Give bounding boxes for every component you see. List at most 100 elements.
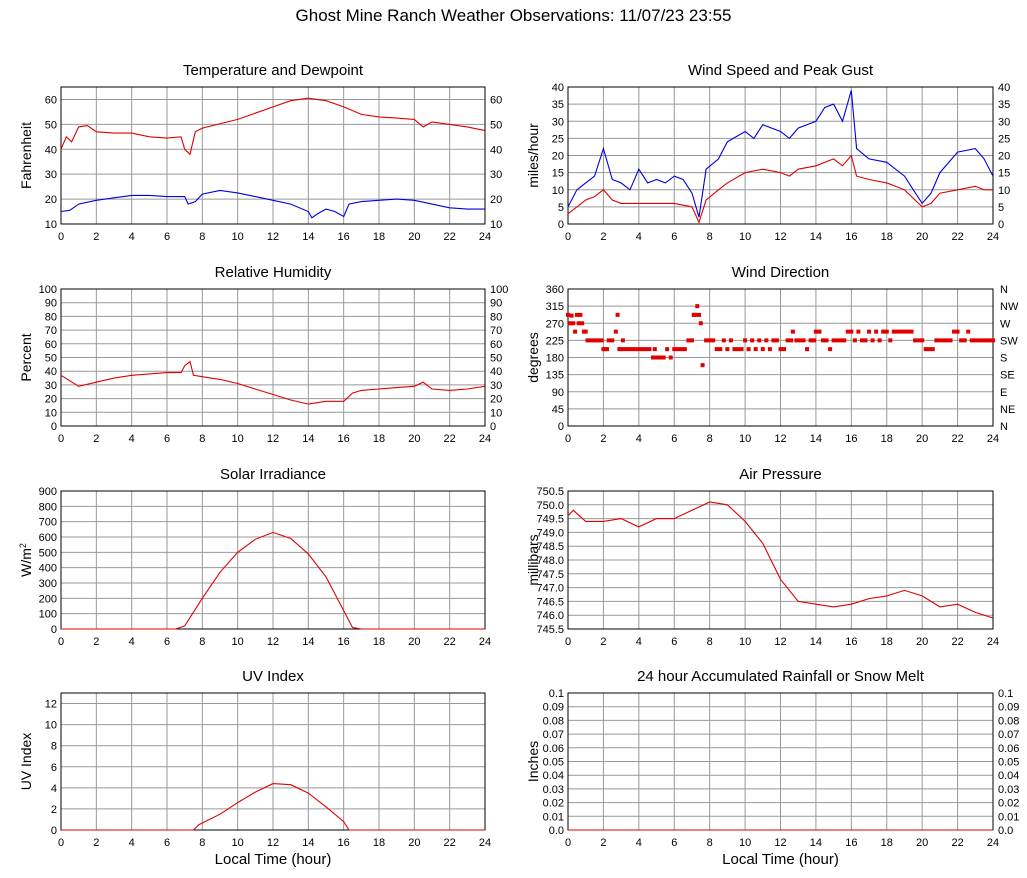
data-point — [620, 338, 625, 343]
data-point — [585, 338, 590, 343]
y-tick-label-right: 0.03 — [998, 784, 1019, 796]
x-tick-label: 18 — [373, 636, 385, 648]
data-point — [805, 347, 810, 352]
y-tick-label-right: 60 — [490, 339, 502, 351]
series-line-1 — [60, 97, 486, 156]
data-point — [808, 338, 813, 343]
y-tick-label-right: 80 — [490, 311, 502, 323]
data-point — [654, 355, 659, 360]
data-point — [863, 338, 868, 343]
data-point — [955, 329, 960, 334]
x-tick-label: 22 — [444, 837, 456, 849]
x-tick-label: 20 — [916, 837, 928, 849]
data-point — [790, 329, 795, 334]
compass-label: SE — [1000, 370, 1015, 382]
x-tick-label: 12 — [774, 636, 786, 648]
data-point — [665, 347, 670, 352]
y-tick-label-right: 0.06 — [998, 743, 1019, 755]
x-tick-label: 0 — [565, 231, 571, 243]
x-tick-label: 8 — [199, 837, 205, 849]
data-point — [813, 329, 818, 334]
y-tick-label: 20 — [552, 151, 564, 163]
data-point — [913, 338, 918, 343]
data-point — [682, 347, 687, 352]
data-point — [991, 338, 995, 343]
y-tick-label: 0.1 — [549, 688, 564, 700]
y-tick-label: 700 — [39, 517, 57, 529]
data-point — [937, 338, 942, 343]
y-tick-label-right: 0 — [490, 421, 496, 433]
data-point — [870, 338, 875, 343]
x-tick-label: 24 — [987, 231, 999, 243]
y-axis-label: Fahrenheit — [18, 122, 34, 189]
x-tick-label: 12 — [774, 231, 786, 243]
x-tick-label: 14 — [810, 231, 822, 243]
data-point — [778, 347, 783, 352]
x-tick-label: 4 — [129, 433, 135, 445]
data-point — [739, 347, 744, 352]
x-tick-label: 14 — [810, 636, 822, 648]
x-tick-label: 12 — [774, 433, 786, 445]
chart-rain: 24 hour Accumulated Rainfall or Snow Mel… — [525, 668, 1019, 868]
x-tick-label: 10 — [232, 837, 244, 849]
y-tick-label: 30 — [45, 380, 57, 392]
x-tick-label: 6 — [671, 837, 677, 849]
data-point — [686, 338, 691, 343]
y-tick-label-right: 30 — [998, 116, 1010, 128]
data-point — [613, 329, 618, 334]
chart-title: UV Index — [242, 668, 304, 685]
y-tick-label: 45 — [552, 404, 564, 416]
y-axis-label: UV Index — [18, 733, 34, 791]
y-tick-label-right: 10 — [490, 219, 502, 231]
y-tick-label: 750.0 — [536, 500, 564, 512]
data-point — [801, 338, 806, 343]
x-tick-label: 16 — [338, 636, 350, 648]
y-tick-label: 500 — [39, 547, 57, 559]
x-tick-label: 6 — [164, 231, 170, 243]
y-tick-label-right: 50 — [490, 119, 502, 131]
y-tick-label-right: 0.02 — [998, 798, 1019, 810]
x-tick-label: 24 — [479, 636, 491, 648]
data-point — [877, 338, 882, 343]
plot-frame — [60, 490, 486, 630]
x-tick-label: 6 — [671, 433, 677, 445]
y-tick-label: 2 — [51, 804, 57, 816]
x-tick-label: 16 — [845, 636, 857, 648]
data-point — [952, 329, 957, 334]
data-point — [592, 338, 597, 343]
plot-frame — [60, 288, 486, 427]
data-point — [852, 338, 857, 343]
y-tick-label: 270 — [546, 318, 564, 330]
y-tick-label: 60 — [45, 94, 57, 106]
y-tick-label: 0 — [51, 421, 57, 433]
data-point — [622, 347, 627, 352]
x-tick-label: 24 — [479, 433, 491, 445]
data-point — [576, 321, 581, 326]
data-point — [689, 338, 694, 343]
data-point — [906, 329, 910, 334]
y-tick-label: 12 — [45, 699, 57, 711]
x-tick-label: 14 — [810, 837, 822, 849]
x-tick-label: 6 — [671, 231, 677, 243]
y-tick-label-right: 0.09 — [998, 702, 1019, 714]
x-tick-label: 16 — [338, 433, 350, 445]
data-point — [842, 338, 847, 343]
page-title: Ghost Mine Ranch Weather Observations: 1… — [295, 6, 732, 25]
data-point — [987, 338, 992, 343]
x-tick-label: 12 — [267, 433, 279, 445]
x-tick-label: 2 — [93, 636, 99, 648]
x-tick-label: 10 — [739, 636, 751, 648]
x-tick-label: 6 — [671, 636, 677, 648]
data-point — [902, 329, 907, 334]
x-tick-label: 0 — [58, 231, 64, 243]
x-tick-label: 16 — [845, 231, 857, 243]
data-point — [983, 338, 988, 343]
x-tick-label: 24 — [479, 231, 491, 243]
x-tick-label: 4 — [636, 636, 642, 648]
y-tick-label: 90 — [45, 298, 57, 310]
x-tick-label: 12 — [267, 231, 279, 243]
x-tick-label: 10 — [739, 433, 751, 445]
x-tick-label: 18 — [881, 636, 893, 648]
y-tick-label-right: 30 — [490, 169, 502, 181]
